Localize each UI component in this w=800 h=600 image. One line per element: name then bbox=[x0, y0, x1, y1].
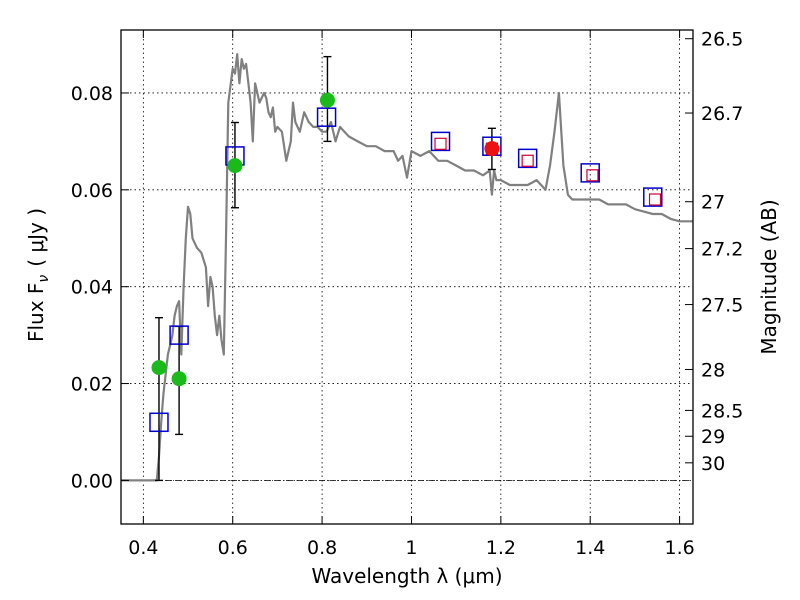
y-axis-label-unit: ( μJy ) bbox=[24, 208, 48, 267]
model-square-marker bbox=[169, 325, 189, 345]
y2-tick-label: 28 bbox=[701, 359, 725, 381]
model-square-marker bbox=[316, 107, 337, 127]
y2-tick-label: 26.5 bbox=[701, 29, 743, 51]
green-observed-point bbox=[227, 158, 243, 174]
x-tick-label: 1 bbox=[405, 537, 417, 559]
model-square-marker bbox=[149, 412, 169, 433]
y2-tick-label: 27 bbox=[701, 192, 725, 214]
x-tick-label: 0.8 bbox=[307, 537, 337, 559]
points-layer bbox=[149, 92, 663, 433]
y2-tick-label: 26.7 bbox=[701, 103, 743, 125]
grid-layer bbox=[121, 30, 693, 524]
green-observed-point bbox=[319, 92, 335, 108]
green-observed-point bbox=[171, 371, 187, 387]
model-square-small-marker bbox=[648, 193, 662, 206]
green-observed-point bbox=[151, 360, 167, 376]
model-square-small-marker bbox=[521, 154, 534, 167]
model-square-marker bbox=[643, 187, 663, 207]
y2-tick-label: 27.5 bbox=[701, 295, 743, 317]
x-tick-label: 0.4 bbox=[128, 537, 158, 559]
x-tick-label: 1.6 bbox=[664, 537, 694, 559]
y-tick-label: 0.08 bbox=[71, 83, 113, 105]
model-square-marker bbox=[580, 163, 600, 183]
y2-tick-label: 27.2 bbox=[701, 239, 743, 261]
y2-tick-label: 28.5 bbox=[701, 400, 743, 422]
y-tick-label: 0.06 bbox=[71, 180, 113, 202]
red-observed-point bbox=[484, 141, 500, 157]
model-square-small-marker bbox=[586, 169, 599, 182]
y2-tick-label: 29 bbox=[701, 426, 725, 448]
x-tick-label: 1.2 bbox=[486, 537, 516, 559]
y-axis-label-sub: ν bbox=[36, 275, 52, 283]
plot-frame bbox=[120, 29, 694, 525]
x-tick-label: 0.6 bbox=[218, 537, 248, 559]
x-tick-label: 1.4 bbox=[575, 537, 605, 559]
y-tick-label: 0.04 bbox=[71, 277, 113, 299]
y-axis-label: Flux Fν ( μJy ) bbox=[24, 208, 52, 342]
ticks-layer: 0.4 0.6 0.8 1 1.2 1.4 1.6 0.00 0.02 0.04 0.06 0.08 2… bbox=[71, 29, 744, 559]
y-axis-label-main: Flux F bbox=[24, 283, 48, 342]
x-axis-label: Wavelength λ (μm) bbox=[311, 564, 502, 588]
y-tick-label: 0.00 bbox=[71, 470, 113, 492]
model-square-marker bbox=[430, 131, 451, 152]
y2-tick-label: 30 bbox=[701, 453, 725, 475]
y-tick-label: 0.02 bbox=[71, 374, 113, 396]
y2-axis-label: Magnitude (AB) bbox=[757, 199, 781, 354]
sed-template-line bbox=[121, 53, 693, 482]
model-square-small-marker bbox=[434, 137, 447, 150]
template-layer bbox=[121, 53, 693, 482]
model-square-marker bbox=[517, 148, 538, 169]
